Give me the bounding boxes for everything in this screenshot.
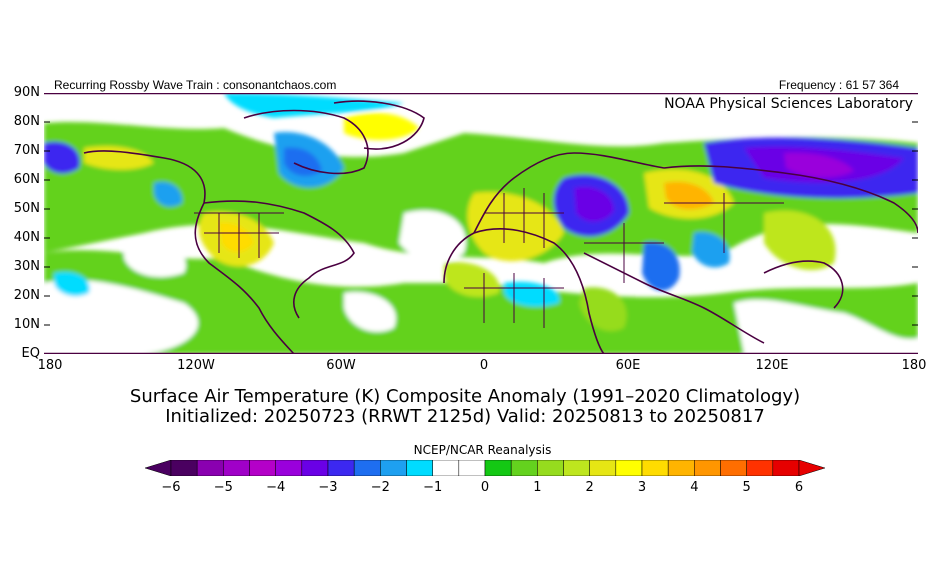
colorbar-swatch [720, 459, 747, 477]
colorbar-swatch [327, 459, 355, 477]
anomaly-map [44, 93, 918, 354]
header-left-text: Recurring Rossby Wave Train : consonantc… [54, 78, 337, 92]
lat-label: 40N [13, 230, 40, 245]
colorbar-tick-label: −3 [318, 480, 338, 495]
lat-label: 30N [13, 259, 40, 274]
colorbar-swatch [249, 459, 276, 477]
lat-label: EQ [21, 346, 40, 361]
colorbar-tick-label: −1 [423, 480, 443, 495]
colorbar-swatch [223, 459, 250, 477]
anomaly-field [44, 93, 918, 354]
colorbar-swatch [170, 459, 198, 477]
colorbar-swatch [510, 459, 538, 477]
borders [194, 188, 784, 328]
anomaly-map-svg [44, 93, 918, 354]
colorbar-tick-label: 0 [480, 480, 490, 495]
lat-label: 20N [13, 288, 40, 303]
colorbar-title: NCEP/NCAR Reanalysis [413, 443, 552, 457]
lab-label: NOAA Physical Sciences Laboratory [664, 96, 913, 112]
lat-label: 90N [13, 85, 40, 100]
colorbar-swatch [196, 459, 224, 477]
title-line-2: Initialized: 20250723 (RRWT 2125d) Valid… [165, 406, 765, 427]
colorbar-swatch [772, 459, 800, 477]
colorbar-tick-label: −4 [266, 480, 286, 495]
colorbar-tick-label: 1 [533, 480, 542, 495]
lon-label: 60E [615, 358, 641, 373]
colorbar-swatch [406, 459, 433, 477]
colorbar-swatch [301, 459, 329, 477]
colorbar [144, 459, 826, 477]
colorbar-swatch [380, 459, 407, 477]
colorbar-tick-label: −2 [370, 480, 390, 495]
lat-label: 80N [13, 114, 40, 129]
colorbar-swatch [694, 459, 721, 477]
lon-label: 120E [755, 358, 789, 373]
colorbar-low-arrow [144, 459, 172, 477]
colorbar-swatch [563, 459, 590, 477]
colorbar-swatch [458, 459, 486, 477]
colorbar-tick-label: 3 [637, 480, 647, 495]
colorbar-swatch [667, 459, 695, 477]
lon-label: 120W [177, 358, 215, 373]
lon-label: 180 [901, 358, 927, 373]
title-line-1: Surface Air Temperature (K) Composite An… [129, 386, 801, 407]
colorbar-swatch [275, 459, 303, 477]
lon-label: 0 [479, 358, 489, 373]
lon-label: 60W [326, 358, 356, 373]
colorbar-swatch [432, 459, 460, 477]
colorbar-swatch [353, 459, 381, 477]
colorbar-svg [144, 459, 826, 477]
lat-label: 60N [13, 172, 40, 187]
colorbar-tick-label: 4 [690, 480, 699, 495]
colorbar-high-arrow [798, 459, 826, 477]
lat-ticks [44, 121, 918, 326]
lon-label: 180 [37, 358, 63, 373]
colorbar-tick-label: 6 [794, 480, 804, 495]
colorbar-swatch [589, 459, 617, 477]
colorbar-tick-label: 5 [742, 480, 751, 495]
coastlines [83, 100, 918, 354]
colorbar-tick-label: 2 [585, 480, 594, 495]
colorbar-swatch [641, 459, 669, 477]
colorbar-tick-label: −6 [161, 480, 181, 495]
lat-label: 50N [13, 201, 40, 216]
colorbar-swatch [484, 459, 512, 477]
header-right-text: Frequency : 61 57 364 [778, 78, 899, 92]
colorbar-swatch [615, 459, 643, 477]
colorbar-swatch [537, 459, 564, 477]
lat-label: 70N [13, 143, 40, 158]
colorbar-tick-label: −5 [213, 480, 233, 495]
lat-label: 10N [13, 317, 40, 332]
colorbar-swatch [746, 459, 774, 477]
